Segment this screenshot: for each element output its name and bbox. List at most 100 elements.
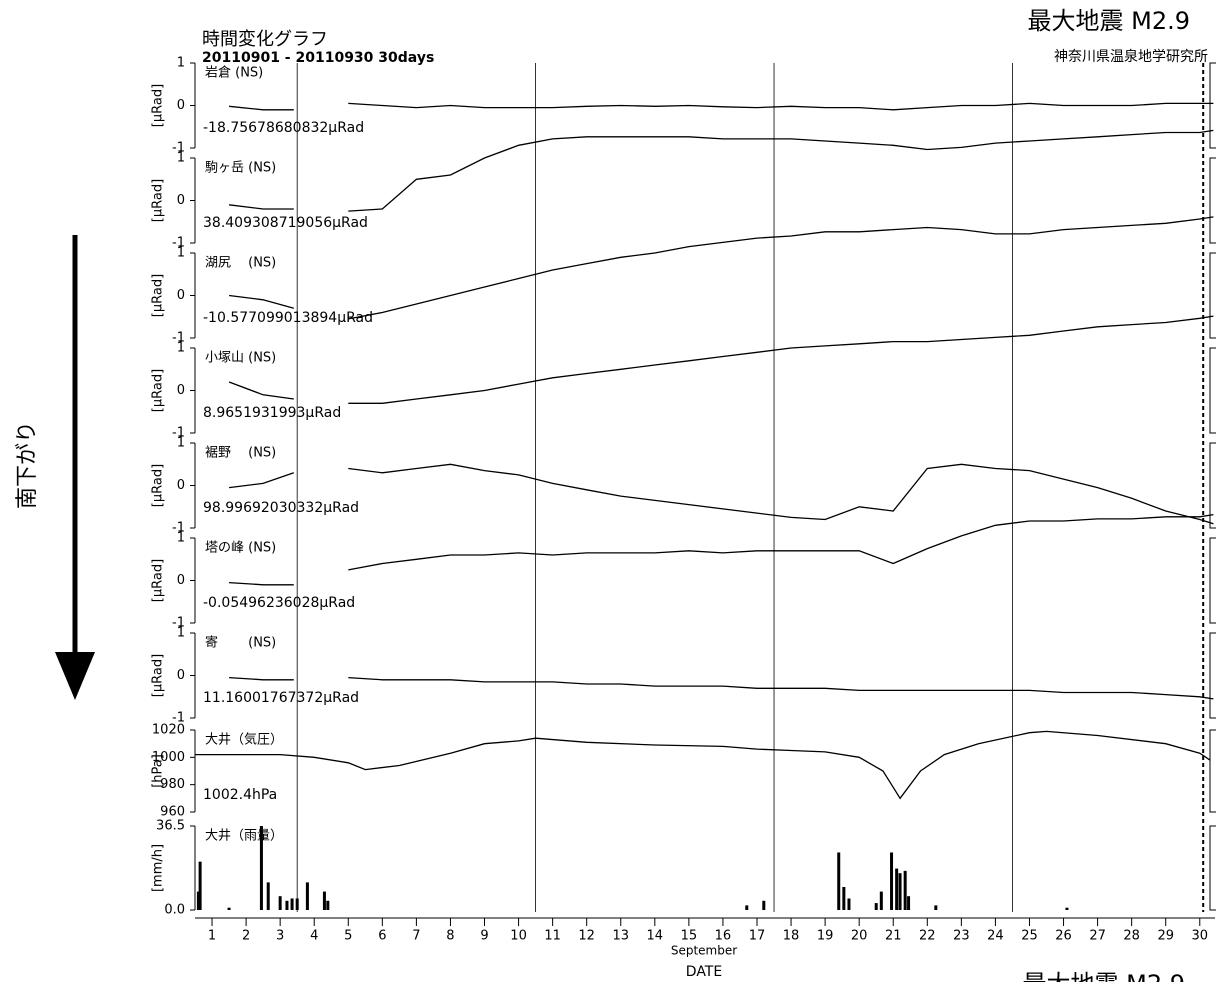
rain-bar (879, 891, 883, 910)
right-bracket (1209, 347, 1216, 434)
rain-bar (196, 891, 200, 910)
y-tick-label: 1 (177, 151, 185, 166)
y-tick-label: -1 (172, 331, 185, 346)
rain-bar (326, 900, 330, 910)
y-axis-label: [μRad] (151, 369, 166, 412)
x-tick-label: 16 (715, 929, 732, 944)
x-tick-label: 22 (919, 929, 936, 944)
right-bracket (1209, 157, 1216, 244)
arrow-head (55, 652, 95, 700)
y-tick-label: 0 (177, 573, 185, 588)
y-axis-label: [μRad] (151, 274, 166, 317)
station-name: 大井（雨量） (205, 829, 283, 844)
station-name: 寄 (NS) (205, 635, 276, 651)
y-tick-label: 0 (177, 193, 185, 208)
y-tick-label: 1 (177, 436, 185, 451)
x-tick-label: 17 (749, 929, 766, 944)
title: 時間変化グラフ (202, 29, 328, 50)
rain-bar (295, 898, 299, 910)
rain-bar (847, 898, 851, 910)
y-tick-label: 1 (177, 531, 185, 546)
rain-bar (290, 898, 294, 910)
offset-label: 1002.4hPa (203, 787, 277, 803)
x-tick-label: 13 (612, 929, 629, 944)
y-axis-label: [μRad] (151, 559, 166, 602)
x-tick-label: 29 (1157, 929, 1174, 944)
x-tick-label: 21 (885, 929, 902, 944)
x-tick-label: 26 (1055, 929, 1072, 944)
x-tick-label: 5 (344, 929, 352, 944)
y-axis-label: [μRad] (151, 464, 166, 507)
x-tick-label: 4 (310, 929, 318, 944)
offset-label: -18.75678680832μRad (203, 120, 364, 136)
x-tick-label: 12 (578, 929, 595, 944)
subtitle: 20110901 - 20110930 30days (202, 50, 434, 66)
offset-label: -0.05496236028μRad (203, 595, 355, 611)
rain-bar (842, 886, 846, 910)
offset-label: 98.99692030332μRad (203, 500, 359, 516)
y-axis-label: [μRad] (151, 179, 166, 222)
series-line (229, 102, 1214, 111)
x-tick-label: 27 (1089, 929, 1106, 944)
y-tick-label: -1 (172, 616, 185, 631)
x-tick-label: 11 (544, 929, 561, 944)
y-tick-label: 1 (177, 56, 185, 71)
series-line (229, 676, 1214, 700)
rain-bar (895, 868, 899, 910)
y-tick-label: 0 (177, 668, 185, 683)
right-bracket (1209, 537, 1216, 624)
x-tick-label: 30 (1192, 929, 1209, 944)
right-bracket (1209, 442, 1216, 529)
y-tick-label: -1 (172, 521, 185, 536)
y-tick-label: -1 (172, 711, 185, 726)
y-tick-label: -1 (172, 141, 185, 156)
y-tick-label: 1 (177, 341, 185, 356)
series-line (228, 315, 1214, 404)
series-line (195, 730, 1211, 800)
y-tick-label: 1020 (152, 723, 185, 738)
rain-bar (266, 882, 270, 910)
rain-bar (1065, 907, 1069, 910)
offset-label: 8.9651931993μRad (203, 405, 341, 421)
x-tick-label: 24 (987, 929, 1004, 944)
y-tick-label: 980 (160, 777, 185, 792)
y-tick-label: 1 (177, 626, 185, 641)
rain-bar (934, 905, 938, 910)
rain-bar (198, 861, 202, 910)
station-name: 大井（気圧） (205, 732, 283, 748)
y-axis-label: [μRad] (151, 654, 166, 697)
x-tick-label: 8 (446, 929, 454, 944)
x-tick-label: 6 (378, 929, 386, 944)
rain-bar (278, 896, 282, 910)
y-axis-label: [μRad] (151, 84, 166, 127)
right-bracket (1209, 252, 1216, 339)
x-tick-label: 2 (242, 929, 250, 944)
rain-bar (745, 905, 749, 910)
x-tick-label: 28 (1123, 929, 1140, 944)
event-label-bottom: 最大地震 M2.9 (1022, 970, 1185, 982)
series-line (229, 463, 1214, 525)
y-axis-label: [hPa] (151, 754, 166, 788)
y-tick-label: -1 (172, 426, 185, 441)
x-tick-label: 10 (510, 929, 527, 944)
series-line (229, 216, 1214, 320)
series-line (229, 513, 1214, 586)
right-bracket (1209, 62, 1216, 149)
rain-bar (227, 907, 231, 910)
rain-bar (874, 903, 878, 910)
y-axis-label: [mm/h] (151, 844, 166, 892)
y-tick-label: 36.5 (156, 819, 185, 834)
x-tick-label: 23 (953, 929, 970, 944)
station-name: 駒ヶ岳 (NS) (205, 161, 276, 176)
station-name: 岩倉 (NS) (205, 66, 263, 81)
x-tick-label: 7 (412, 929, 420, 944)
rain-bar (305, 882, 309, 910)
y-tick-label: 1 (177, 246, 185, 261)
offset-label: 11.16001767372μRad (203, 690, 359, 706)
rain-bar (259, 826, 263, 910)
rain-bar (898, 873, 902, 910)
offset-label: -10.577099013894μRad (203, 310, 373, 326)
x-tick-label: 25 (1021, 929, 1038, 944)
y-tick-label: 0 (177, 478, 185, 493)
